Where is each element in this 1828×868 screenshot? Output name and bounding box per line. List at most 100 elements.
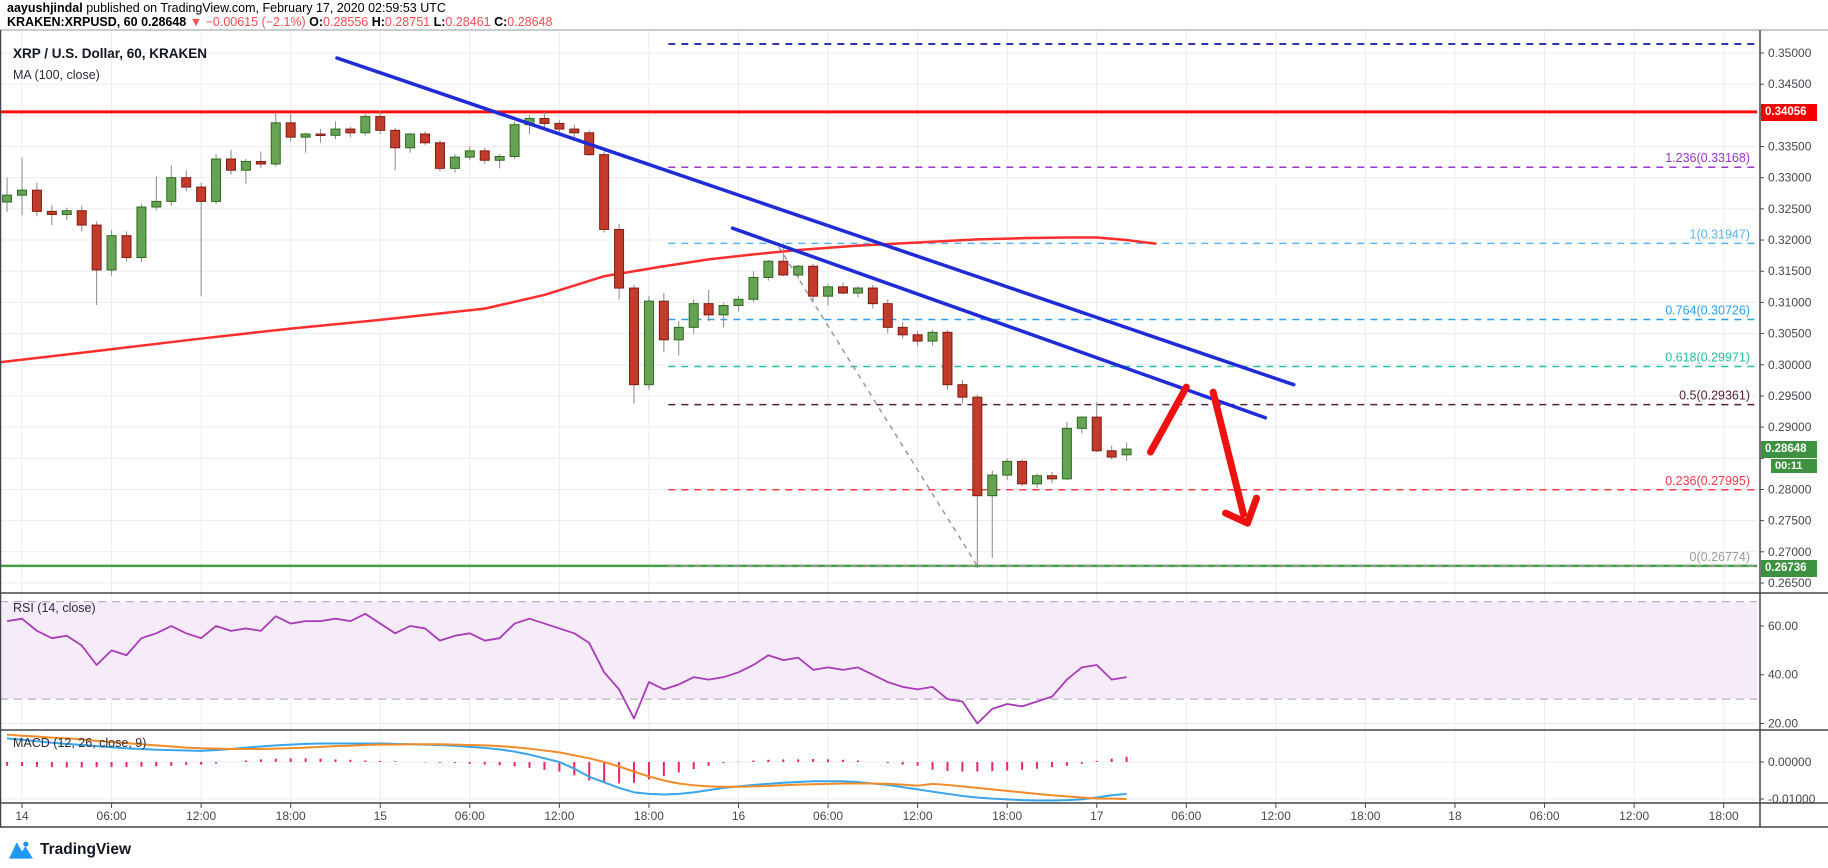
fib-level-label: 1(0.31947) — [1690, 227, 1750, 241]
candle — [673, 326, 684, 341]
symbol-info-row: KRAKEN:XRPUSD, 60 0.28648 ▼ −0.00615 (−2… — [7, 15, 552, 29]
time-tick-label: 16 — [732, 809, 746, 823]
candle — [688, 303, 699, 328]
candle — [972, 396, 983, 497]
candle — [479, 150, 490, 161]
time-tick-label: 12:00 — [186, 809, 216, 823]
pane-borders — [0, 29, 1828, 828]
open-value: 0.28556 — [323, 15, 369, 29]
candle — [629, 287, 640, 386]
rsi-overbought-oversold-band — [0, 600, 1757, 700]
candle — [91, 224, 102, 271]
candle — [420, 133, 431, 144]
candle — [285, 122, 296, 138]
candle — [1091, 416, 1102, 452]
candle — [987, 474, 998, 497]
price-tick-label: 0.30500 — [1768, 327, 1812, 341]
candle — [390, 129, 401, 149]
low-value: 0.28461 — [445, 15, 491, 29]
candle — [46, 210, 57, 215]
candle — [405, 133, 416, 149]
candle — [778, 260, 789, 276]
candle — [852, 287, 863, 294]
rsi-tick-label: 40.00 — [1768, 668, 1798, 682]
candle — [449, 156, 460, 169]
time-tick-label: 06:00 — [97, 809, 127, 823]
candle — [225, 158, 236, 171]
candle — [554, 122, 565, 130]
price-tick-label: 0.31000 — [1768, 295, 1812, 309]
fib-retracement[interactable]: 1.236(0.33168) 1(0.31947) 0.764(0.30726) 0.… — [668, 43, 1757, 567]
fib-level-label: 0.236(0.27995) — [1665, 474, 1750, 488]
close-value: 0.28648 — [507, 15, 553, 29]
candle — [464, 150, 475, 158]
price-tick-label: 0.27000 — [1768, 545, 1812, 559]
candle — [733, 298, 744, 307]
candle — [763, 260, 774, 278]
price-tick-label: 0.33500 — [1768, 140, 1812, 154]
candle — [166, 177, 177, 202]
high-label: H: — [371, 15, 385, 29]
ma-indicator-legend[interactable]: MA (100, close) — [13, 68, 100, 82]
fib-anchor-dashed-line[interactable] — [778, 246, 978, 567]
macd-signal-line — [6, 733, 1127, 800]
candle — [494, 156, 505, 161]
candle — [1106, 450, 1117, 458]
fib-level-label: 1.236(0.33168) — [1665, 151, 1750, 165]
candle — [300, 133, 311, 138]
time-tick-label: 18:00 — [1709, 809, 1739, 823]
candle — [375, 116, 386, 131]
candle — [1032, 475, 1043, 485]
descending-trendline-upper[interactable] — [335, 56, 1296, 387]
low-label: L: — [433, 15, 446, 29]
candle — [867, 287, 878, 305]
candle — [76, 210, 87, 226]
price-tick-label: 0.35000 — [1768, 46, 1812, 60]
price-axis[interactable]: 0.35000 0.34500 0.33500 0.33000 0.32500 0.320… — [1760, 46, 1816, 806]
candle — [121, 235, 132, 259]
macd-tick-label: -0.01000 — [1768, 792, 1816, 806]
time-axis[interactable]: 14 06:00 12:00 18:00 15 06:00 12:00 18:00 16 06:0… — [15, 803, 1739, 823]
descending-trendline-lower[interactable] — [730, 226, 1268, 420]
candle — [927, 331, 938, 342]
fib-level-label: 0.618(0.29971) — [1665, 351, 1750, 365]
candle — [1046, 475, 1057, 480]
candle — [31, 189, 42, 212]
candle — [255, 160, 266, 165]
candle — [897, 326, 908, 336]
candle — [1002, 460, 1013, 476]
candle — [912, 334, 923, 342]
candle — [330, 128, 341, 136]
macd-indicator-legend[interactable]: MACD (12, 26, close, 9) — [13, 736, 147, 750]
open-label: O: — [309, 15, 324, 29]
support-price-badge: 0.26736 — [1761, 560, 1817, 577]
candle — [599, 154, 610, 230]
candle — [643, 300, 654, 386]
candle — [151, 200, 162, 208]
symbol-name: KRAKEN:XRPUSD, 60 — [7, 15, 138, 29]
candle — [1061, 427, 1072, 480]
candle — [315, 133, 326, 137]
chart-legend-title[interactable]: XRP / U.S. Dollar, 60, KRAKEN — [13, 46, 208, 61]
ma-100-line[interactable] — [0, 236, 1157, 364]
rsi-indicator-legend[interactable]: RSI (14, close) — [13, 601, 96, 615]
time-tick-label: 17 — [1090, 809, 1104, 823]
breakdown-arrow[interactable] — [1146, 383, 1261, 527]
candle — [196, 186, 207, 202]
fib-level-label: 0.764(0.30726) — [1665, 303, 1750, 317]
candle — [1076, 416, 1087, 429]
price-tick-label: 0.27500 — [1768, 514, 1812, 528]
candle — [569, 128, 580, 134]
candle — [345, 128, 356, 134]
candle — [837, 286, 848, 294]
rsi-tick-label: 20.00 — [1768, 716, 1798, 730]
time-tick-label: 12:00 — [544, 809, 574, 823]
candle — [136, 206, 147, 259]
candle — [1017, 460, 1028, 485]
time-tick-label: 18:00 — [634, 809, 664, 823]
tradingview-logo-icon — [9, 841, 33, 859]
tradingview-footer[interactable]: TradingView — [8, 836, 131, 864]
price-tick-label: 0.34500 — [1768, 77, 1812, 91]
candle — [703, 303, 714, 316]
